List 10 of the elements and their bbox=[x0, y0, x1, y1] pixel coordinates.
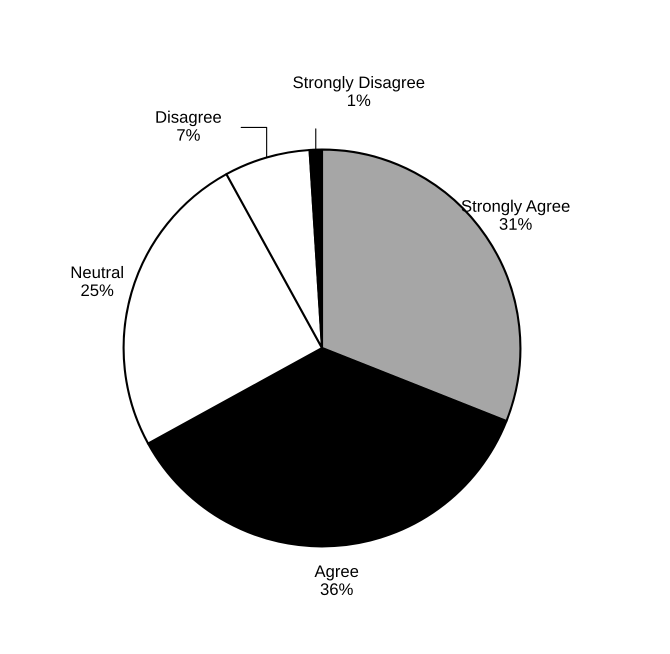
data-label: 7% bbox=[177, 129, 200, 141]
data-label: 31% bbox=[500, 218, 532, 230]
data-label: 25% bbox=[81, 284, 114, 296]
data-label: 36% bbox=[320, 583, 353, 596]
slice-label: Strongly Agree bbox=[462, 200, 570, 216]
slice-label: Disagree bbox=[156, 110, 221, 126]
data-label: 1% bbox=[348, 94, 370, 106]
slice-label: Strongly Disagree bbox=[293, 76, 424, 92]
slice-label: Neutral bbox=[72, 266, 123, 278]
slice-label: Agree bbox=[314, 566, 358, 580]
